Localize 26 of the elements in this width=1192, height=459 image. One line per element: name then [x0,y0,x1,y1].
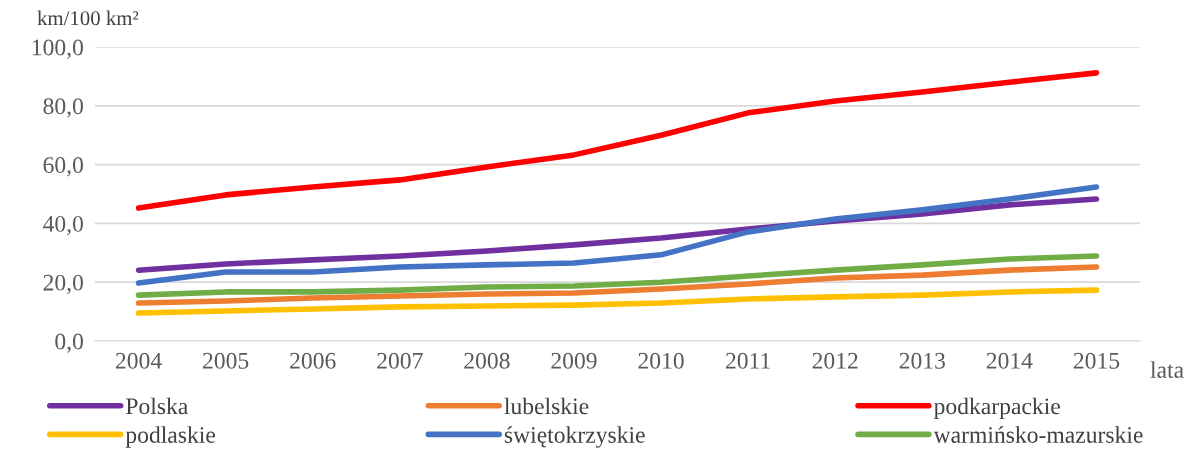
x-tick-label: 2013 [899,352,945,369]
y-tick-label: 40,0 [43,215,83,236]
legend-label: świętokrzyskie [504,426,645,448]
y-tick-label: 20,0 [43,274,83,295]
legend-label: podkarpackie [933,397,1060,420]
legend-label: podlaskie [125,426,216,448]
legend-label: warmińsko-mazurskie [933,426,1143,443]
y-tick-label: 60,0 [43,157,83,177]
x-tick-label: 2005 [203,352,249,369]
x-tick-label: 2009 [551,352,597,369]
y-axis-title: km/100 km² [37,10,139,26]
x-tick-label: 2004 [115,352,162,369]
x-tick-label: 2010 [638,352,684,369]
x-tick-label: 2014 [986,352,1033,369]
x-axis-title: lata [1150,361,1184,378]
legend-label: lubelskie [504,397,589,415]
x-tick-label: 2008 [464,352,510,369]
x-tick-label: 2015 [1073,352,1120,369]
x-tick-label: 2012 [812,352,858,369]
y-tick-label: 80,0 [43,98,83,118]
legend-label: Polska [126,397,188,415]
x-tick-label: 2006 [290,352,336,369]
y-tick-label: 0,0 [55,333,83,353]
x-tick-label: 2011 [725,352,770,369]
x-tick-label: 2007 [377,352,423,369]
y-tick-label: 100,0 [32,39,83,59]
